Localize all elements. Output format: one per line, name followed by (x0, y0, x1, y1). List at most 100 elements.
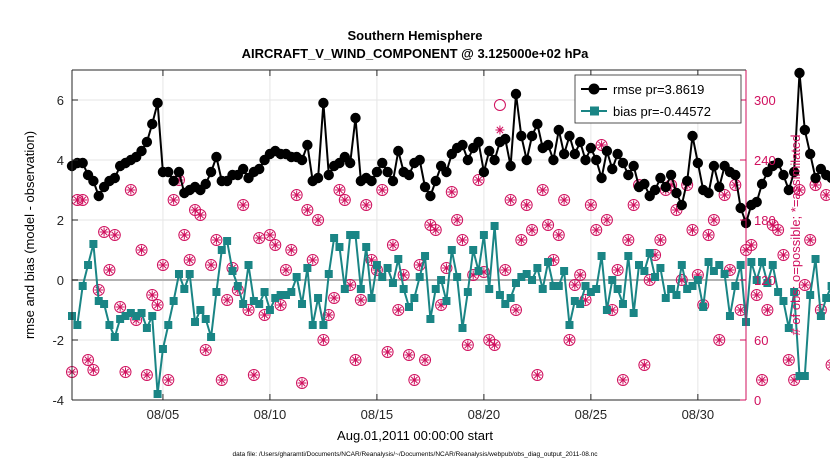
rmse-point (591, 155, 601, 165)
assimilated-obs-point (490, 341, 499, 350)
x-tick-label: 08/30 (682, 407, 715, 422)
bias-point (822, 294, 830, 302)
bias-point (207, 333, 215, 341)
assimilated-obs-point (100, 228, 109, 237)
assimilated-obs-point (410, 376, 419, 385)
bias-point (143, 324, 151, 332)
rmse-point (575, 137, 585, 147)
rmse-point (425, 191, 435, 201)
rmse-point (163, 167, 173, 177)
bias-point (721, 270, 729, 278)
bias-point (437, 276, 445, 284)
rmse-point (570, 149, 580, 159)
bias-point (769, 261, 777, 269)
rmse-point (800, 125, 810, 135)
bias-point (228, 267, 236, 275)
bias-point (154, 390, 162, 398)
rmse-point (174, 167, 184, 177)
bias-point (619, 300, 627, 308)
bias-point (598, 252, 606, 260)
assimilated-obs-point (458, 236, 467, 245)
chart-title-line2: AIRCRAFT_V_WIND_COMPONENT @ 3.125000e+02… (242, 46, 590, 61)
assimilated-obs-point (501, 266, 510, 275)
bias-point (475, 267, 483, 275)
bias-point (812, 255, 820, 263)
rmse-point (677, 200, 687, 210)
rmse-point (639, 179, 649, 189)
rmse-point (618, 158, 628, 168)
bias-point (528, 276, 536, 284)
rmse-point (730, 170, 740, 180)
assimilated-obs-point (405, 351, 414, 360)
bias-point (496, 291, 504, 299)
bias-point (148, 312, 156, 320)
assimilated-obs-point (340, 196, 349, 205)
rmse-point (751, 197, 761, 207)
bias-point (774, 288, 782, 296)
bias-point (400, 285, 408, 293)
bias-point (560, 267, 568, 275)
rmse-point (473, 137, 483, 147)
rmse-point (377, 158, 387, 168)
assimilated-obs-point (474, 176, 483, 185)
assimilated-obs-point (715, 336, 724, 345)
assimilated-obs-point (158, 261, 167, 270)
bias-point (539, 285, 547, 293)
bias-point (592, 285, 600, 293)
assimilated-obs-point (153, 301, 162, 310)
rmse-point (757, 179, 767, 189)
x-tick-label: 08/05 (147, 407, 180, 422)
rmse-point (302, 140, 312, 150)
bias-point (442, 297, 450, 305)
bias-point (368, 294, 376, 302)
rmse-point (521, 155, 531, 165)
y-axis-left-label: rmse and bias (model - observation) (22, 131, 37, 339)
bias-point (196, 306, 204, 314)
assimilated-obs-point (217, 376, 226, 385)
assimilated-obs-point (137, 246, 146, 255)
rmse-point (548, 155, 558, 165)
assimilated-obs-point (164, 376, 173, 385)
bias-point (218, 246, 226, 254)
bias-point (105, 321, 113, 329)
rmse-point (238, 164, 248, 174)
bias-point (341, 285, 349, 293)
bias-point (731, 282, 739, 290)
assimilated-obs-point (431, 226, 440, 235)
assimilated-obs-point (207, 261, 216, 270)
rmse-point (532, 119, 542, 129)
assimilated-obs-point (319, 336, 328, 345)
rmse-point (527, 131, 537, 141)
rmse-point (77, 158, 87, 168)
bias-point (100, 300, 108, 308)
assimilated-obs-point (121, 368, 130, 377)
assimilated-obs-point (356, 296, 365, 305)
assimilated-obs-point (255, 234, 264, 243)
y-left-tick-label: 4 (57, 153, 64, 168)
rmse-point (735, 203, 745, 213)
bias-point (303, 264, 311, 272)
rmse-point (206, 167, 216, 177)
rmse-point (709, 161, 719, 171)
rmse-point (484, 146, 494, 156)
legend-marker (589, 84, 600, 95)
bias-point (694, 276, 702, 284)
assimilated-obs-point (565, 336, 574, 345)
bias-point (314, 294, 322, 302)
rmse-point (628, 161, 638, 171)
assimilated-obs-point (394, 306, 403, 315)
rmse-point (211, 152, 221, 162)
rmse-point (805, 149, 815, 159)
bias-point (651, 273, 659, 281)
assimilated-obs-point (463, 341, 472, 350)
bias-point (662, 294, 670, 302)
rmse-point (388, 176, 398, 186)
bias-point (416, 273, 424, 281)
assimilated-obs-point (196, 211, 205, 220)
bias-point (79, 282, 87, 290)
assimilated-obs-point (185, 256, 194, 265)
bias-point (164, 321, 172, 329)
assimilated-obs-point (538, 186, 547, 195)
bias-point (266, 306, 274, 314)
